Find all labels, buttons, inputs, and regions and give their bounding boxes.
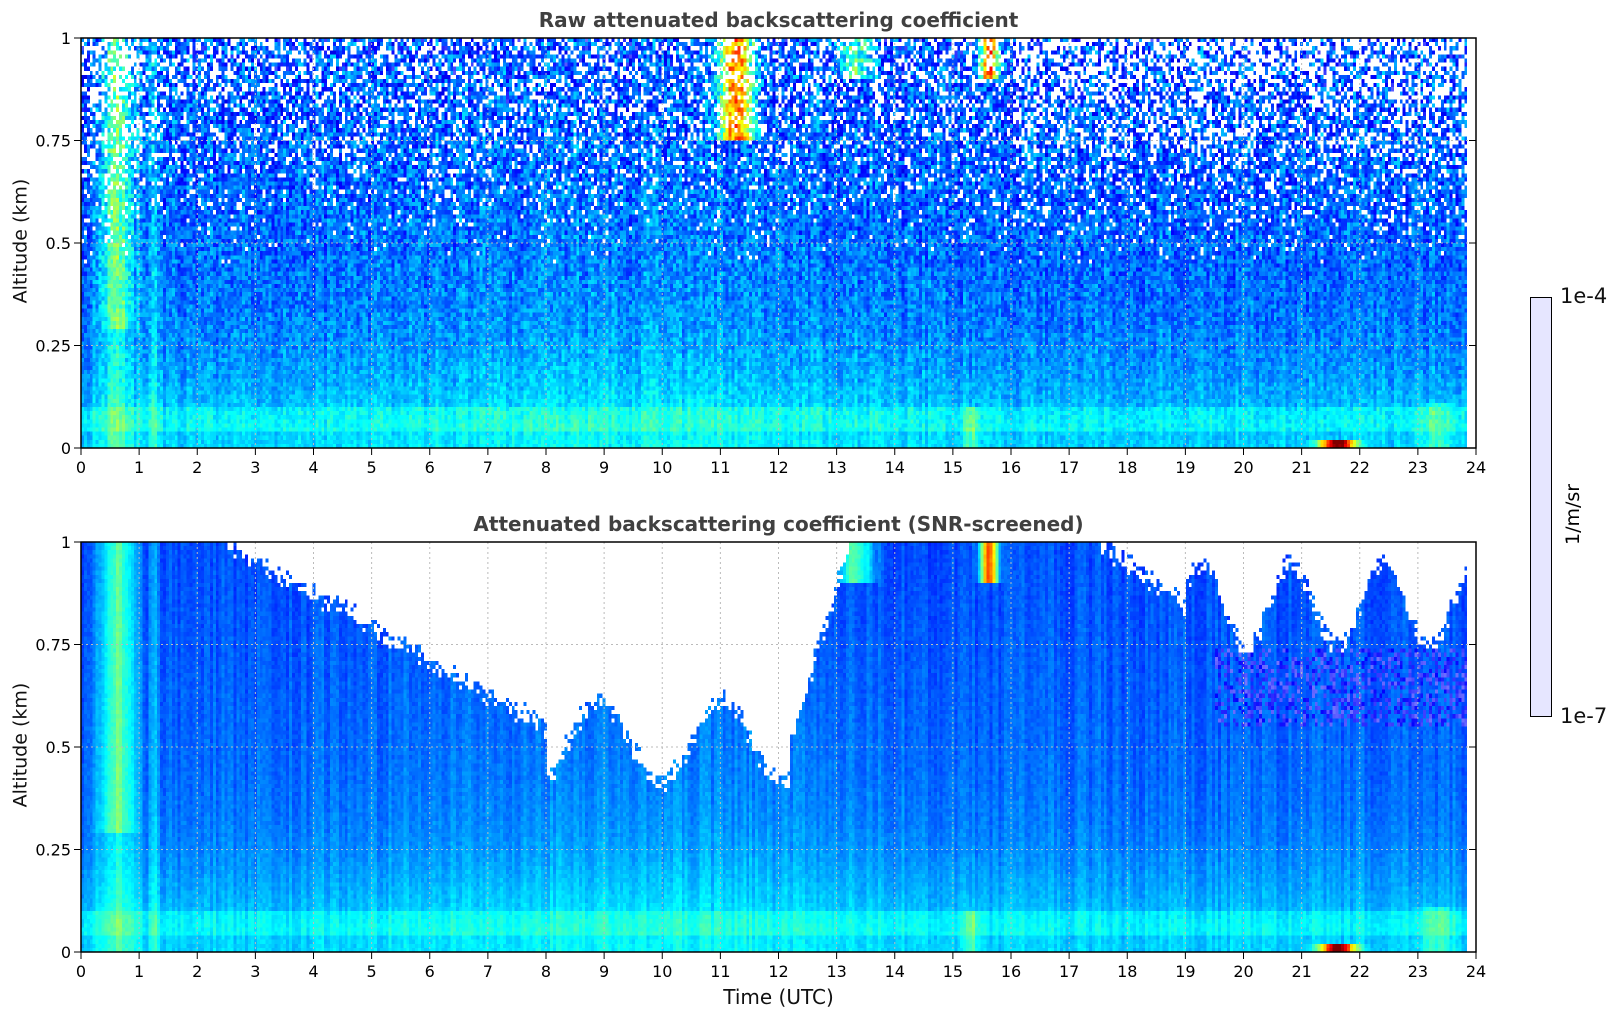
y-tick-label: 0.75 [35, 636, 71, 655]
plot-frame [80, 37, 1477, 449]
x-tick-label: 10 [652, 458, 672, 477]
x-tick-label: 15 [943, 458, 963, 477]
y-tick-label: 0 [61, 439, 71, 458]
x-tick-label: 3 [250, 962, 260, 981]
x-tick-label: 21 [1291, 962, 1311, 981]
x-tick-label: 4 [308, 458, 318, 477]
x-tick-label: 11 [710, 962, 730, 981]
x-tick-label: 2 [192, 962, 202, 981]
y-tick-label: 0.25 [35, 841, 71, 860]
x-tick-label: 5 [367, 458, 377, 477]
x-tick-label: 11 [710, 458, 730, 477]
x-tick-label: 22 [1350, 962, 1370, 981]
y-tick-label: 0.5 [46, 738, 71, 757]
top-chart-title: Raw attenuated backscattering coefficien… [538, 8, 1019, 32]
x-tick-label: 21 [1291, 458, 1311, 477]
x-tick-label: 19 [1175, 458, 1195, 477]
x-tick-label: 8 [541, 458, 551, 477]
y-tick-label: 1 [61, 29, 71, 48]
y-tick-label: 0 [61, 943, 71, 962]
x-tick-label: 12 [768, 458, 788, 477]
y-tick-label: 1 [61, 533, 71, 552]
x-tick-label: 16 [1001, 458, 1021, 477]
colorbar-min-label: 1e-7 [1560, 704, 1608, 728]
y-tick-label: 0.5 [46, 234, 71, 253]
x-tick-label: 24 [1466, 962, 1486, 981]
x-tick-label: 13 [826, 962, 846, 981]
colorbar-max-label: 1e-4 [1560, 284, 1608, 308]
bottom-chart-title: Attenuated backscattering coefficient (S… [473, 512, 1084, 536]
x-tick-label: 1 [134, 962, 144, 981]
x-tick-label: 20 [1233, 962, 1253, 981]
x-tick-label: 9 [599, 962, 609, 981]
x-tick-label: 7 [483, 962, 493, 981]
x-tick-label: 6 [425, 458, 435, 477]
x-tick-label: 0 [76, 458, 86, 477]
x-tick-label: 23 [1408, 458, 1428, 477]
x-tick-label: 18 [1117, 458, 1137, 477]
x-tick-label: 20 [1233, 458, 1253, 477]
x-tick-label: 3 [250, 458, 260, 477]
x-tick-label: 17 [1059, 962, 1079, 981]
x-tick-label: 18 [1117, 962, 1137, 981]
x-tick-label: 22 [1350, 458, 1370, 477]
x-tick-label: 13 [826, 458, 846, 477]
x-tick-label: 6 [425, 962, 435, 981]
x-tick-label: 2 [192, 458, 202, 477]
x-tick-label: 0 [76, 962, 86, 981]
x-tick-label: 1 [134, 458, 144, 477]
x-tick-label: 24 [1466, 458, 1486, 477]
x-tick-label: 15 [943, 962, 963, 981]
x-axis-label: Time (UTC) [723, 985, 834, 1009]
x-tick-label: 10 [652, 962, 672, 981]
x-tick-label: 17 [1059, 458, 1079, 477]
x-tick-label: 8 [541, 962, 551, 981]
x-tick-label: 12 [768, 962, 788, 981]
x-tick-label: 9 [599, 458, 609, 477]
x-tick-label: 4 [308, 962, 318, 981]
x-tick-label: 16 [1001, 962, 1021, 981]
x-tick-label: 14 [885, 962, 905, 981]
y-tick-label: 0.75 [35, 132, 71, 151]
x-tick-label: 14 [885, 458, 905, 477]
y-tick-label: 0.25 [35, 337, 71, 356]
x-tick-label: 19 [1175, 962, 1195, 981]
x-tick-label: 23 [1408, 962, 1428, 981]
x-tick-label: 5 [367, 962, 377, 981]
x-tick-label: 7 [483, 458, 493, 477]
plot-frame [80, 541, 1477, 953]
colorbar [1530, 297, 1552, 717]
